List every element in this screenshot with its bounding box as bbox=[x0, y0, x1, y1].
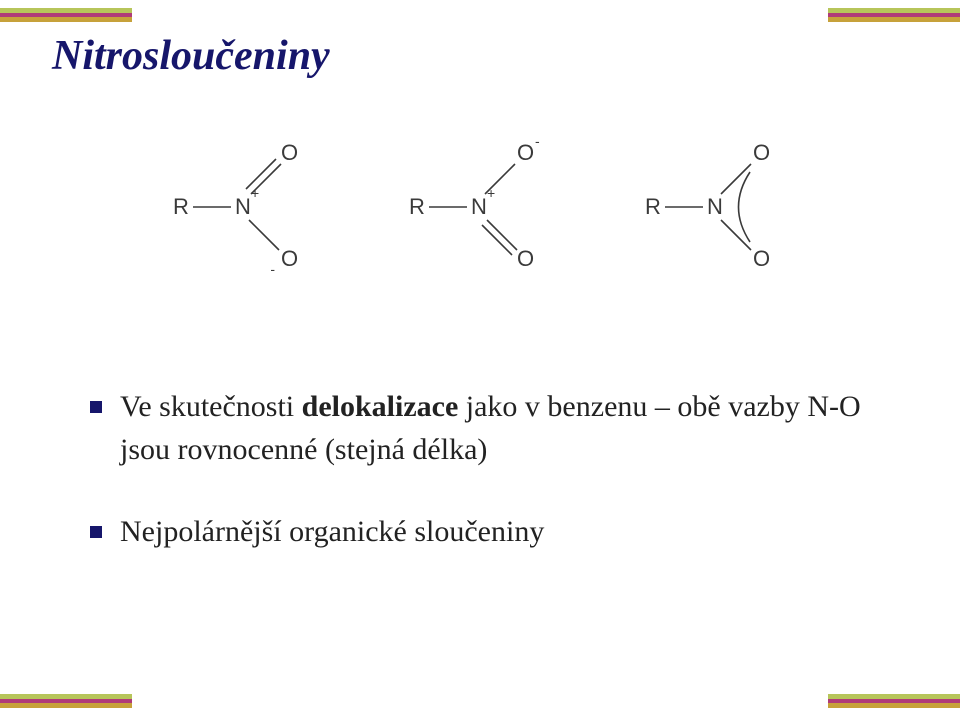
charge-o-bottom: - bbox=[270, 261, 275, 277]
atom-n: N bbox=[707, 194, 723, 219]
atom-o-top: O bbox=[281, 140, 298, 165]
bullet-item-1: Ve skutečnosti delokalizace jako v benze… bbox=[90, 386, 890, 471]
atom-o-bottom: O bbox=[517, 246, 534, 271]
atom-o-top: O bbox=[517, 140, 534, 165]
atom-r: R bbox=[645, 194, 661, 219]
atom-r: R bbox=[173, 194, 189, 219]
atom-o-bottom: O bbox=[281, 246, 298, 271]
charge-o-top: - bbox=[535, 133, 540, 149]
corner-stripes-top-left bbox=[0, 8, 132, 22]
atom-r: R bbox=[409, 194, 425, 219]
slide-content: Nitrosloučeniny R N + O O - R N + O - bbox=[20, 30, 940, 686]
delocalization-arc bbox=[739, 172, 751, 242]
corner-stripes-bottom-right bbox=[828, 694, 960, 708]
bullet-2-part-0: Nejpolárnější organické sloučeniny bbox=[120, 515, 544, 548]
structure-resonance-2: R N + O - O bbox=[405, 132, 555, 282]
bullet-item-2: Nejpolárnější organické sloučeniny bbox=[90, 511, 890, 554]
bullet-1-part-0: Ve skutečnosti bbox=[120, 390, 302, 423]
bullet-list: Ve skutečnosti delokalizace jako v benze… bbox=[90, 386, 890, 594]
atom-o-bottom: O bbox=[753, 246, 770, 271]
bond-n-obottom bbox=[249, 220, 279, 250]
atom-o-top: O bbox=[753, 140, 770, 165]
bond-n-otop bbox=[485, 164, 515, 194]
corner-stripes-bottom-left bbox=[0, 694, 132, 708]
structures-row: R N + O O - R N + O - O bbox=[20, 132, 940, 282]
atom-n: N bbox=[471, 194, 487, 219]
slide-title: Nitrosloučeniny bbox=[52, 32, 940, 80]
structure-delocalized: R N O O bbox=[641, 132, 791, 282]
corner-stripes-top-right bbox=[828, 8, 960, 22]
structure-resonance-1: R N + O O - bbox=[169, 132, 319, 282]
bullet-1-part-1: delokalizace bbox=[302, 390, 459, 423]
atom-n: N bbox=[235, 194, 251, 219]
